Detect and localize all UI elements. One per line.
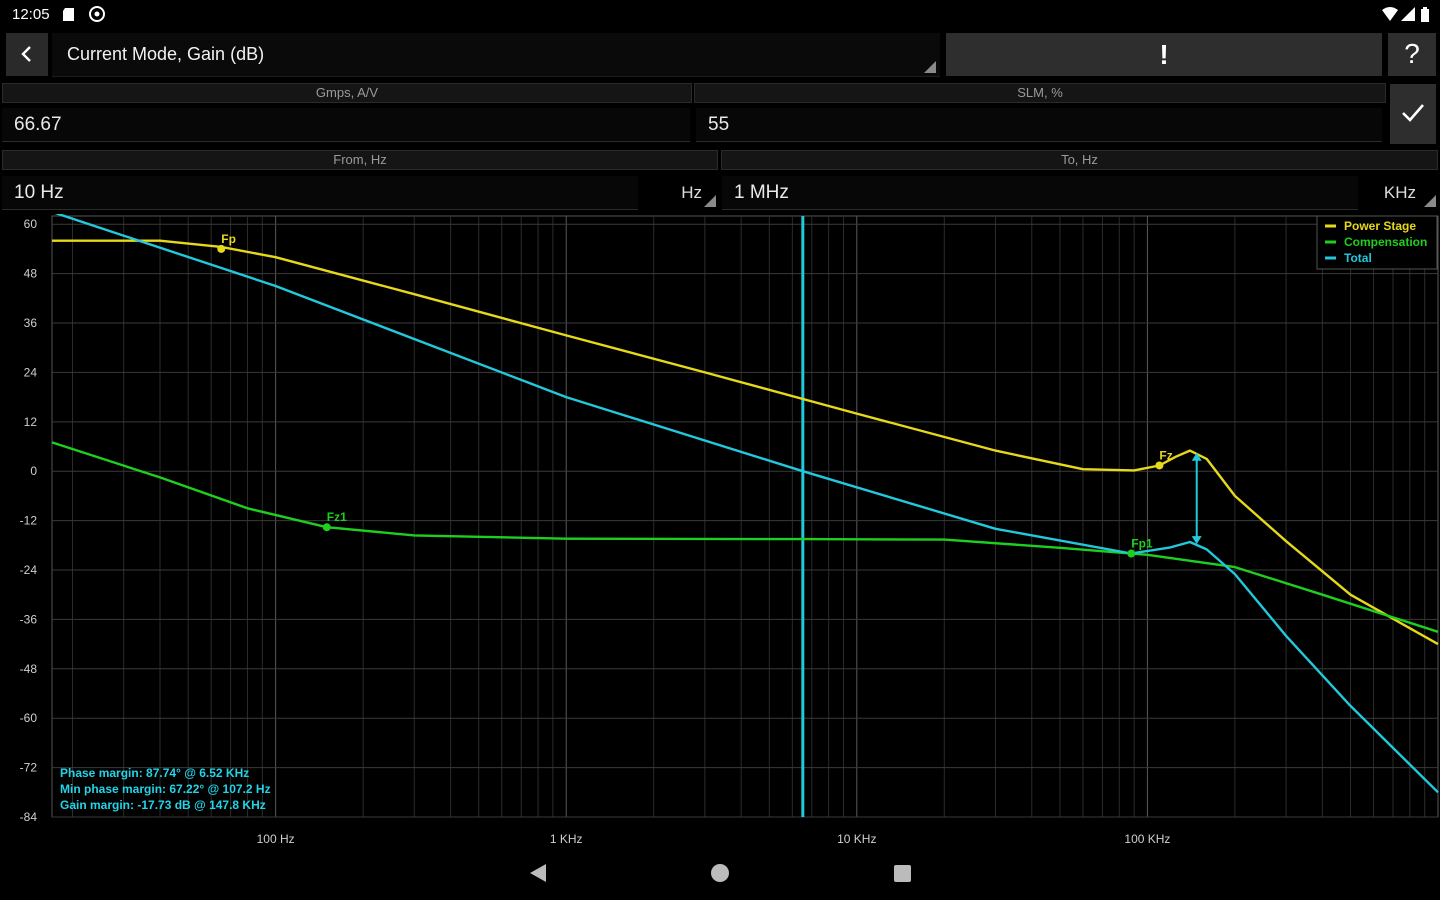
series-group xyxy=(51,214,1439,794)
legend-entry: Power Stage xyxy=(1344,219,1416,233)
marker-point-fp xyxy=(217,244,226,253)
y-tick-label: -12 xyxy=(20,514,38,528)
to-input[interactable]: 1 MHz xyxy=(722,176,1358,210)
check-icon xyxy=(1402,104,1424,122)
mode-dropdown-label: Current Mode, Gain (dB) xyxy=(67,44,265,64)
y-tick-label: -36 xyxy=(20,612,38,626)
y-tick-label: -84 xyxy=(20,810,38,824)
apply-button[interactable] xyxy=(1390,84,1436,144)
mode-dropdown[interactable]: Current Mode, Gain (dB) xyxy=(52,33,940,77)
margin-info-line: Phase margin: 87.74° @ 6.52 KHz xyxy=(60,766,249,780)
to-header: To, Hz xyxy=(721,150,1438,170)
status-bar: 12:05 xyxy=(0,0,1440,30)
legend: Power Stage Compensation Total xyxy=(1316,215,1438,270)
warning-button-label: ! xyxy=(1159,39,1169,70)
marker-label-fp: Fp xyxy=(221,232,236,246)
slm-input-value: 55 xyxy=(708,114,730,135)
series-line-power-stage xyxy=(52,239,1439,646)
marker-label-fp1: Fp1 xyxy=(1131,537,1153,551)
wifi-icon xyxy=(1382,7,1398,21)
from-header: From, Hz xyxy=(2,150,718,170)
triangle-back-icon[interactable] xyxy=(530,864,546,882)
from-input-value: 10 Hz xyxy=(14,182,64,203)
help-button[interactable]: ? xyxy=(1388,33,1436,76)
marker-label-fz1: Fz1 xyxy=(327,510,347,524)
battery-icon xyxy=(1421,7,1429,22)
legend-entry: Total xyxy=(1344,251,1372,265)
y-tick-label: -72 xyxy=(20,761,38,775)
x-tick-label: 10 KHz xyxy=(837,832,876,846)
x-axis: 100 Hz 1 KHz 10 KHz 100 KHz xyxy=(257,832,1171,846)
to-unit-label: KHz xyxy=(1383,183,1416,202)
gain-margin-arrow-head-down xyxy=(1191,536,1202,545)
dropdown-corner-icon xyxy=(704,195,716,207)
grid xyxy=(52,216,1439,818)
gmps-header: Gmps, A/V xyxy=(2,83,692,103)
sync-icon xyxy=(89,6,105,22)
marker-point-fz xyxy=(1155,461,1164,470)
y-tick-label: 36 xyxy=(24,316,38,330)
margin-info-line: Gain margin: -17.73 dB @ 147.8 KHz xyxy=(60,798,266,812)
x-tick-label: 1 KHz xyxy=(550,832,583,846)
dropdown-corner-icon xyxy=(1424,195,1436,207)
slm-header: SLM, % xyxy=(694,83,1386,103)
legend-box xyxy=(1316,215,1438,270)
marker-point-fp1 xyxy=(1127,549,1136,558)
from-unit-label: Hz xyxy=(681,183,702,202)
legend-entry: Compensation xyxy=(1344,235,1427,249)
warning-button[interactable]: ! xyxy=(946,33,1382,76)
y-tick-label: 60 xyxy=(24,217,38,231)
y-tick-label: 24 xyxy=(24,365,38,379)
y-tick-label: -60 xyxy=(20,711,38,725)
to-input-value: 1 MHz xyxy=(734,182,789,203)
dropdown-corner-icon xyxy=(924,61,936,73)
y-axis: 60 48 36 24 12 0 -12 -24 -36 -48 -60 -72 -84 xyxy=(20,217,38,824)
marker-label-fz: Fz xyxy=(1159,448,1172,462)
slm-input[interactable]: 55 xyxy=(696,108,1382,142)
x-tick-label: 100 Hz xyxy=(257,832,295,846)
y-tick-label: 48 xyxy=(24,267,38,281)
gain-margin-arrow-head-up xyxy=(1191,452,1202,461)
y-tick-label: 12 xyxy=(24,415,38,429)
sd-card-icon xyxy=(63,8,74,21)
circle-home-icon[interactable] xyxy=(711,864,729,882)
plot-area xyxy=(51,215,1439,818)
from-unit-dropdown[interactable]: Hz xyxy=(642,176,718,210)
series-line-compensation xyxy=(51,441,1439,633)
markers-group: Fp Fz1 Fp1 Fz xyxy=(217,232,1173,558)
status-time: 12:05 xyxy=(12,6,50,23)
series-line-total xyxy=(54,214,1439,794)
gain-margin-arrow xyxy=(1191,452,1202,545)
gmps-input[interactable]: 66.67 xyxy=(2,108,690,142)
cell-signal-icon xyxy=(1401,7,1415,21)
margin-info-line: Min phase margin: 67.22° @ 107.2 Hz xyxy=(60,782,271,796)
gmps-input-value: 66.67 xyxy=(14,114,62,135)
to-unit-dropdown[interactable]: KHz xyxy=(1360,176,1438,210)
margin-info: Phase margin: 87.74° @ 6.52 KHz Min phase… xyxy=(60,766,271,812)
square-recents-icon[interactable] xyxy=(894,865,911,882)
y-tick-label: -48 xyxy=(20,662,38,676)
navigation-bar xyxy=(530,864,911,882)
y-tick-label: 0 xyxy=(30,464,37,478)
x-tick-label: 100 KHz xyxy=(1124,832,1170,846)
y-tick-label: -24 xyxy=(20,563,38,577)
marker-point-fz1 xyxy=(322,523,331,532)
from-input[interactable]: 10 Hz xyxy=(2,176,638,210)
help-button-label: ? xyxy=(1404,38,1420,69)
back-button[interactable] xyxy=(6,33,48,76)
chevron-left-icon xyxy=(21,46,31,62)
